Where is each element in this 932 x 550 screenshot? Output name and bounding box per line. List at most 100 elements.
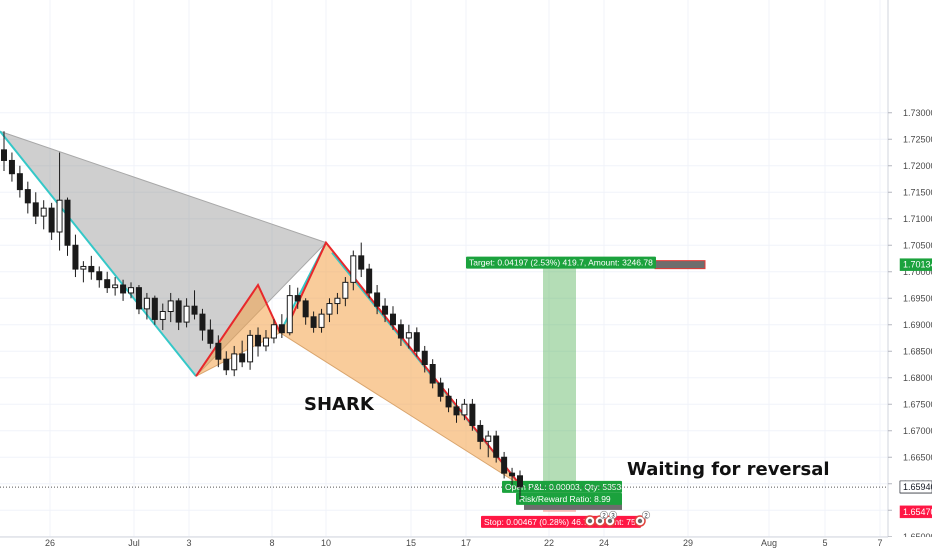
candle-body xyxy=(175,300,182,323)
candle-body xyxy=(421,350,428,365)
time-tick-label: Jul xyxy=(128,538,140,548)
risk-reward-label-bg[interactable] xyxy=(516,492,622,505)
price-tick-label: 1.68000 xyxy=(903,373,932,383)
time-tick-label: 3 xyxy=(186,538,191,548)
time-tick-label: 7 xyxy=(877,538,882,548)
candle-body xyxy=(509,472,516,477)
candle-body xyxy=(493,435,500,458)
candle-body xyxy=(16,173,23,191)
time-axis[interactable]: 26 Jul 3 8 10 15 17 22 24 29 Aug 5 7 xyxy=(0,536,932,550)
candle-body xyxy=(112,284,119,289)
candle-body xyxy=(120,284,127,294)
candle-body xyxy=(389,313,396,326)
candle-body xyxy=(310,316,317,328)
candle-body xyxy=(334,297,341,305)
target-handle[interactable] xyxy=(654,260,706,270)
profit-zone[interactable] xyxy=(543,264,576,487)
pattern-name-label: SHARK xyxy=(304,394,375,415)
event-count-label: 2 xyxy=(602,514,606,520)
event-marker-dot xyxy=(587,518,593,524)
candle-body xyxy=(40,207,47,217)
candle-body xyxy=(8,159,15,175)
price-tick-label: 1.69500 xyxy=(903,293,932,303)
risk-reward-label: Risk/Reward Ratio: 8.99 xyxy=(519,494,611,504)
candle-body xyxy=(453,406,460,416)
candle-body xyxy=(374,292,381,307)
price-axis[interactable]: 1.73000 1.72500 1.72000 1.71500 1.71000 1.705… xyxy=(887,0,932,550)
candle-body xyxy=(517,475,523,488)
candle-body xyxy=(183,305,190,323)
event-marker-dot xyxy=(597,518,603,524)
candle-body xyxy=(270,324,277,339)
time-tick-label: Aug xyxy=(761,538,777,548)
candle-body xyxy=(350,255,357,283)
price-badge-label: 1.65470 xyxy=(903,507,932,517)
time-tick-label: 24 xyxy=(599,538,609,548)
candle-body xyxy=(215,342,222,360)
event-marker-dot xyxy=(637,518,643,524)
annotations: SHARK Waiting for reversal xyxy=(304,394,830,480)
candle-body xyxy=(358,255,365,270)
reversal-note-label: Waiting for reversal xyxy=(627,459,830,480)
candle-body xyxy=(286,295,293,334)
price-tick-label: 1.67500 xyxy=(903,399,932,409)
candle-body xyxy=(80,265,87,270)
candle-body xyxy=(294,295,301,302)
price-tick-label: 1.65000 xyxy=(903,532,932,542)
event-count-bubble xyxy=(641,510,651,520)
stop-handle[interactable] xyxy=(524,502,622,510)
candle-body xyxy=(135,287,142,310)
time-tick-label: 26 xyxy=(45,538,55,548)
long-position-tool[interactable]: Target: 0.04197 (2.53%) 419.7, Amount: 3… xyxy=(466,256,706,528)
event-count-bubble xyxy=(608,510,618,520)
time-tick-label: 5 xyxy=(822,538,827,548)
price-badge-bg[interactable] xyxy=(899,480,932,494)
candle-body xyxy=(366,268,373,294)
price-tick-label: 1.72000 xyxy=(903,161,932,171)
open-pl-label: Open P&L: 0.00003, Qty: 53533 xyxy=(505,482,626,492)
price-tick-label: 1.70000 xyxy=(903,267,932,277)
candle-body xyxy=(64,199,71,246)
price-tick-label: 1.69000 xyxy=(903,320,932,330)
candle-body xyxy=(477,424,484,442)
candle-body xyxy=(104,279,111,289)
price-tick-label: 1.67000 xyxy=(903,426,932,436)
candle-body xyxy=(485,435,492,442)
candlesticks xyxy=(1,131,523,500)
candle-body xyxy=(437,382,444,397)
pattern-leg-xa xyxy=(0,130,197,377)
candle-body xyxy=(167,300,174,312)
candle-body xyxy=(278,324,285,334)
candle-body xyxy=(223,358,230,371)
time-tick-label: 15 xyxy=(406,538,416,548)
candle-body xyxy=(247,334,254,363)
event-count-label: 3 xyxy=(611,514,615,520)
candle-body xyxy=(96,271,103,281)
price-tick-label: 1.71000 xyxy=(903,214,932,224)
candle-body xyxy=(128,287,135,294)
candle-body xyxy=(469,403,476,426)
price-badge-bg[interactable] xyxy=(899,258,932,271)
candle-body xyxy=(151,297,158,320)
target-label-bg[interactable] xyxy=(466,256,656,269)
event-count-bubble xyxy=(599,510,609,520)
candle-body xyxy=(239,353,246,363)
price-badge-bg[interactable] xyxy=(899,505,932,519)
candle-body xyxy=(24,189,31,204)
price-axis-background xyxy=(888,0,932,550)
event-marker-dot xyxy=(607,518,613,524)
candle-body xyxy=(199,313,206,331)
candle-body xyxy=(1,149,7,161)
candle-body xyxy=(72,244,79,270)
candle-body xyxy=(397,324,404,339)
time-tick-label: 17 xyxy=(461,538,471,548)
candle-body xyxy=(326,303,333,315)
candle-body xyxy=(48,207,55,233)
candle-body xyxy=(255,334,262,347)
candle-body xyxy=(207,329,214,344)
candle-body xyxy=(159,311,166,320)
target-label: Target: 0.04197 (2.53%) 419.7, Amount: 3… xyxy=(469,258,653,268)
candle-body xyxy=(262,337,269,347)
